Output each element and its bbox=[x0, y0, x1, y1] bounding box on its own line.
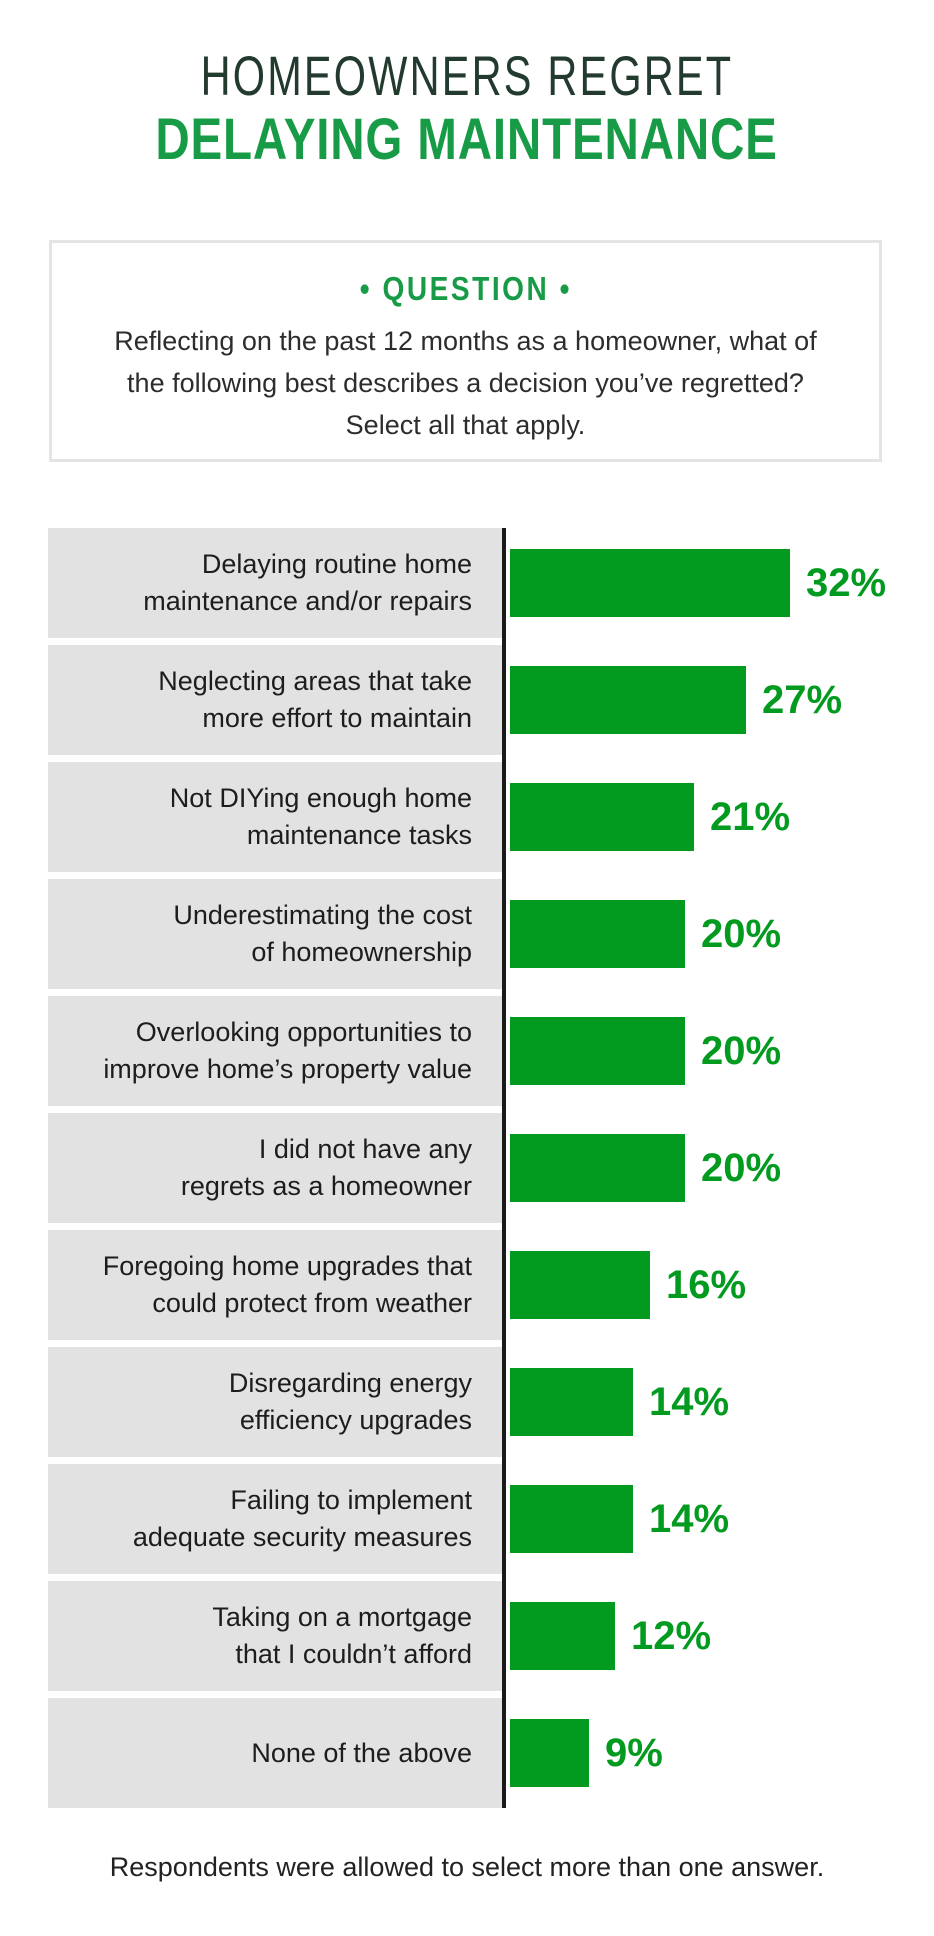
title-line-2: DELAYING MAINTENANCE bbox=[155, 107, 779, 172]
chart-row: Disregarding energy efficiency upgrades 14… bbox=[48, 1347, 888, 1457]
bar-cell: 20% bbox=[502, 1113, 888, 1223]
question-text-line: Select all that apply. bbox=[345, 410, 586, 440]
page-title: HOMEOWNERS REGRET DELAYING MAINTENANCE bbox=[0, 48, 934, 169]
category-label-cell: None of the above bbox=[48, 1698, 502, 1808]
category-label-line: could protect from weather bbox=[152, 1288, 472, 1318]
question-text-line: Reflecting on the past 12 months as a ho… bbox=[114, 326, 817, 356]
chart-row: Underestimating the cost of homeownership… bbox=[48, 879, 888, 989]
category-label-line: None of the above bbox=[251, 1737, 472, 1768]
bar bbox=[510, 1017, 685, 1085]
footer-note: Respondents were allowed to select more … bbox=[109, 1852, 825, 1882]
question-text-line: the following best describes a decision … bbox=[127, 368, 804, 398]
category-label-cell: Disregarding energy efficiency upgrades bbox=[48, 1347, 502, 1457]
category-label-line: of homeownership bbox=[251, 937, 472, 967]
category-label-cell: Foregoing home upgrades that could protec… bbox=[48, 1230, 502, 1340]
question-heading: • QUESTION • bbox=[359, 270, 572, 307]
value-label: 12% bbox=[631, 1613, 712, 1658]
bar bbox=[510, 1719, 589, 1787]
category-label-cell: Overlooking opportunities to improve home… bbox=[48, 996, 502, 1106]
bar bbox=[510, 900, 685, 968]
category-label-line: Not DIYing enough home bbox=[169, 783, 472, 813]
question-text: Reflecting on the past 12 months as a ho… bbox=[86, 320, 846, 446]
category-label-cell: Underestimating the cost of homeownership bbox=[48, 879, 502, 989]
chart-axis-line bbox=[502, 528, 506, 1808]
category-label-cell: Delaying routine home maintenance and/or … bbox=[48, 528, 502, 638]
bar-cell: 32% bbox=[502, 528, 888, 638]
chart-row: Neglecting areas that take more effort to… bbox=[48, 645, 888, 755]
bar bbox=[510, 1602, 615, 1670]
bar bbox=[510, 1134, 685, 1202]
category-label-line: adequate security measures bbox=[132, 1522, 472, 1552]
category-label-line: Taking on a mortgage bbox=[212, 1602, 472, 1632]
category-label-line: maintenance tasks bbox=[246, 820, 472, 850]
category-label-line: Failing to implement bbox=[230, 1485, 472, 1515]
chart-row: Failing to implement adequate security me… bbox=[48, 1464, 888, 1574]
value-label: 20% bbox=[701, 911, 782, 956]
value-label: 14% bbox=[649, 1379, 730, 1424]
category-label-line: Neglecting areas that take bbox=[158, 666, 472, 696]
value-label: 14% bbox=[649, 1496, 730, 1541]
chart-row: Overlooking opportunities to improve home… bbox=[48, 996, 888, 1106]
category-label-cell: Not DIYing enough home maintenance tasks bbox=[48, 762, 502, 872]
chart-row: I did not have any regrets as a homeowner… bbox=[48, 1113, 888, 1223]
category-label-line: Disregarding energy bbox=[228, 1368, 472, 1398]
value-label: 32% bbox=[806, 560, 887, 605]
category-label-line: maintenance and/or repairs bbox=[143, 586, 472, 616]
value-label: 20% bbox=[701, 1028, 782, 1073]
bar-cell: 27% bbox=[502, 645, 888, 755]
bar-cell: 21% bbox=[502, 762, 888, 872]
value-label: 16% bbox=[666, 1262, 747, 1307]
value-label: 20% bbox=[701, 1145, 782, 1190]
bar bbox=[510, 1368, 633, 1436]
question-box: • QUESTION • Reflecting on the past 12 m… bbox=[49, 240, 882, 462]
category-label-cell: Taking on a mortgage that I couldn’t affo… bbox=[48, 1581, 502, 1691]
chart-row: Delaying routine home maintenance and/or … bbox=[48, 528, 888, 638]
category-label-line: Overlooking opportunities to bbox=[135, 1017, 472, 1047]
bar-cell: 16% bbox=[502, 1230, 888, 1340]
category-label-line: Delaying routine home bbox=[201, 549, 472, 579]
bar-cell: 20% bbox=[502, 879, 888, 989]
category-label-line: more effort to maintain bbox=[202, 703, 472, 733]
value-label: 9% bbox=[605, 1730, 663, 1775]
value-label: 21% bbox=[710, 794, 791, 839]
category-label-cell: I did not have any regrets as a homeowner bbox=[48, 1113, 502, 1223]
bar-cell: 20% bbox=[502, 996, 888, 1106]
category-label-line: Underestimating the cost bbox=[173, 900, 472, 930]
chart-row: Taking on a mortgage that I couldn’t affo… bbox=[48, 1581, 888, 1691]
category-label-line: efficiency upgrades bbox=[239, 1405, 472, 1435]
chart-row: None of the above 9% bbox=[48, 1698, 888, 1808]
bar-cell: 9% bbox=[502, 1698, 888, 1808]
bar bbox=[510, 666, 746, 734]
category-label-line: I did not have any bbox=[258, 1134, 472, 1164]
category-label-line: improve home’s property value bbox=[103, 1054, 472, 1084]
category-label-line: regrets as a homeowner bbox=[180, 1171, 472, 1201]
bar-chart: Delaying routine home maintenance and/or … bbox=[48, 528, 888, 1808]
chart-row: Not DIYing enough home maintenance tasks 2… bbox=[48, 762, 888, 872]
category-label-cell: Neglecting areas that take more effort to… bbox=[48, 645, 502, 755]
category-label-line: that I couldn’t afford bbox=[235, 1639, 472, 1669]
bar bbox=[510, 549, 790, 617]
bar bbox=[510, 1251, 650, 1319]
category-label-line: Foregoing home upgrades that bbox=[102, 1251, 472, 1281]
bar bbox=[510, 783, 694, 851]
bar-cell: 14% bbox=[502, 1464, 888, 1574]
category-label-cell: Failing to implement adequate security me… bbox=[48, 1464, 502, 1574]
title-line-1: HOMEOWNERS REGRET bbox=[200, 44, 734, 107]
chart-row: Foregoing home upgrades that could protec… bbox=[48, 1230, 888, 1340]
bar-cell: 14% bbox=[502, 1347, 888, 1457]
value-label: 27% bbox=[762, 677, 843, 722]
bar bbox=[510, 1485, 633, 1553]
bar-cell: 12% bbox=[502, 1581, 888, 1691]
